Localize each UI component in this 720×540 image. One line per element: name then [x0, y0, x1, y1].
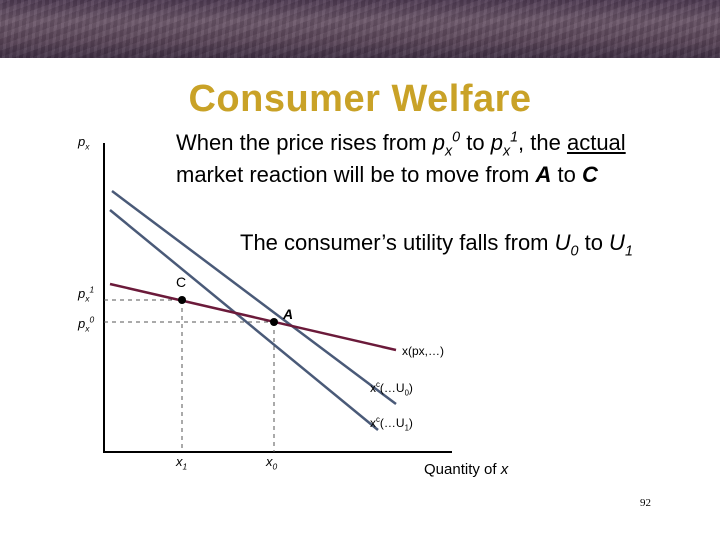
line1-price-1: px1 [490, 129, 519, 160]
line1-actual: actual [566, 130, 626, 155]
line2-point-c: C [581, 162, 598, 187]
point-c-label: C [176, 274, 187, 290]
body-line-1: When the price rises from px0 to px1, th… [176, 128, 626, 160]
banner-texture [0, 0, 720, 58]
slide-title: Consumer Welfare [188, 78, 532, 120]
point-a-label: A [283, 306, 294, 322]
hicks-demand-u0 [111, 190, 397, 405]
body-line-2: market reaction will be to move from A t… [176, 160, 598, 190]
price-tick-p0: px0 [78, 314, 95, 334]
y-axis-label: px [78, 134, 90, 152]
line2-point-a: A [535, 162, 552, 187]
line2-text-a: market reaction will be to move from [176, 162, 536, 187]
x-axis-label: Quantity of x [424, 461, 509, 478]
line1-text-a: When the price rises from [176, 130, 433, 155]
utility-text: The consumer’s utility falls from U0 to … [240, 228, 633, 260]
line1-comma: , the [518, 130, 567, 155]
utility-u1: U1 [609, 230, 633, 260]
point-c [178, 296, 186, 304]
hicks-u0-label: xc(…U0) [370, 380, 413, 398]
marshallian-label: x(px,…) [402, 344, 444, 358]
line1-price-0: px0 [432, 129, 461, 160]
hicks-demand-u1 [109, 209, 379, 431]
line1-to: to [460, 130, 491, 155]
utility-text-a: The consumer’s utility falls from [240, 230, 555, 255]
page-number: 92 [640, 497, 651, 509]
quantity-tick-x1: x1 [176, 454, 188, 472]
header-banner [0, 0, 720, 58]
utility-u0: U0 [554, 230, 579, 260]
utility-to: to [578, 230, 610, 255]
quantity-tick-x0: x0 [266, 454, 278, 472]
line2-to: to [551, 162, 582, 187]
marshallian-demand [109, 282, 397, 352]
hicks-u1-label: xc(…U1) [370, 415, 413, 433]
point-a [270, 318, 278, 326]
price-tick-p1: px1 [78, 284, 95, 304]
